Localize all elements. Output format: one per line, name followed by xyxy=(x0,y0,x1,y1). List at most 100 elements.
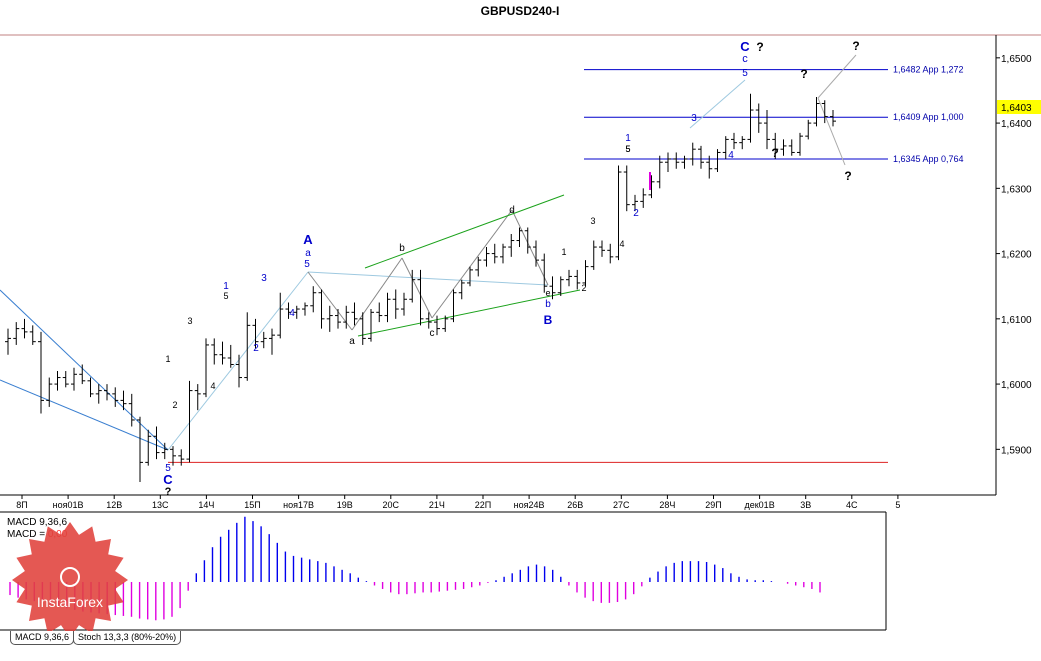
wave-label: ? xyxy=(771,146,778,160)
wave-connector xyxy=(167,271,309,451)
fibonacci-levels: 1,6482 App 1,272 1,6409 App 1,000 1,6345 A… xyxy=(168,65,964,463)
price-tick-label: 1,6200 xyxy=(1001,250,1032,261)
ohlc-bar xyxy=(681,155,688,169)
ohlc-bar xyxy=(475,256,482,277)
ohlc-bar xyxy=(607,243,614,264)
ohlc-bar xyxy=(434,315,440,336)
current-price-label: 1,6403 xyxy=(1001,103,1032,114)
ohlc-bar xyxy=(376,302,383,323)
indicator-tabs: MACD 9,36,6 Stoch 13,3,3 (80%-20%) xyxy=(10,631,182,645)
ohlc-bar xyxy=(615,165,622,261)
wave-label: 2 xyxy=(633,208,639,219)
ohlc-bar xyxy=(46,377,53,407)
time-tick-label: 19В xyxy=(337,500,353,510)
wave-label: 5 xyxy=(625,144,630,154)
ohlc-bar xyxy=(13,322,20,345)
tab-macd[interactable]: MACD 9,36,6 xyxy=(10,631,75,645)
ohlc-bar xyxy=(62,371,69,388)
wave-label: b xyxy=(545,299,551,310)
wave-connector xyxy=(351,257,403,331)
wave-label: C xyxy=(163,472,173,487)
wave-label: 1 xyxy=(625,133,631,144)
ohlc-bar xyxy=(384,292,391,323)
ohlc-bar xyxy=(71,367,77,391)
logo-badge xyxy=(12,522,128,638)
ohlc-bar xyxy=(755,103,762,133)
ohlc-bar xyxy=(79,364,86,385)
wave-connector xyxy=(401,257,433,319)
ohlc-bar xyxy=(491,243,498,264)
time-axis[interactable]: 8П ноя01В 12В 13С 14Ч 15П ноя17В 19В 20С 21Ч 22П но… xyxy=(16,495,900,510)
ohlc-bar xyxy=(128,393,135,427)
ohlc-bar xyxy=(409,269,416,303)
price-tick-label: 1,6000 xyxy=(1001,380,1032,391)
wave-label: ? xyxy=(800,67,807,81)
ohlc-bar xyxy=(673,152,680,169)
time-tick-label: 27С xyxy=(613,500,630,510)
trend-lines xyxy=(0,54,857,451)
wave-label: 5 xyxy=(304,259,310,270)
wave-label: 2 xyxy=(581,283,586,293)
wave-label: a xyxy=(349,336,355,347)
ohlc-bar xyxy=(656,155,663,189)
time-tick-label: 14Ч xyxy=(198,500,214,510)
ohlc-bar xyxy=(244,312,251,381)
ohlc-bar xyxy=(277,292,284,339)
ohlc-bar xyxy=(161,442,168,460)
time-tick-label: 29П xyxy=(705,500,721,510)
ohlc-bar xyxy=(29,325,36,345)
wave-label: 4 xyxy=(728,150,734,161)
ohlc-bar xyxy=(21,318,28,339)
ohlc-bar xyxy=(714,149,721,173)
ohlc-bar xyxy=(178,449,185,466)
tab-stoch[interactable]: Stoch 13,3,3 (80%-20%) xyxy=(73,631,182,645)
down-channel-lower xyxy=(0,379,169,451)
ohlc-bar xyxy=(722,136,729,159)
ohlc-bar xyxy=(689,142,696,166)
wave-label: 4 xyxy=(619,239,624,249)
wave-label: d xyxy=(509,205,515,216)
ohlc-bar xyxy=(797,132,803,156)
ohlc-bar xyxy=(236,354,242,388)
ohlc-bar xyxy=(302,302,308,316)
ohlc-bar xyxy=(5,328,11,355)
ohlc-bar xyxy=(739,136,746,150)
wave-connector xyxy=(431,209,513,319)
time-tick-label: 22П xyxy=(475,500,491,510)
chart-title: GBPUSD240-I xyxy=(481,4,560,18)
wave-label: 5 xyxy=(742,68,748,79)
ohlc-bar xyxy=(145,429,152,466)
ohlc-bar xyxy=(186,380,193,463)
time-tick-label: 5 xyxy=(895,500,900,510)
wave-label: a xyxy=(305,248,311,259)
time-tick-label: ноя24В xyxy=(514,500,545,510)
ohlc-bar xyxy=(417,269,424,326)
time-tick-label: 28Ч xyxy=(659,500,675,510)
macd-legend-title: MACD 9,36,6 xyxy=(7,517,67,528)
wave-label: 5 xyxy=(165,463,171,474)
ohlc-bar xyxy=(821,100,828,124)
level-label: 1,6409 App 1,000 xyxy=(893,112,964,122)
current-price-tag: 1,6403 xyxy=(997,100,1041,114)
price-tick-label: 1,5900 xyxy=(1001,445,1032,456)
ohlc-bar xyxy=(293,305,300,319)
ohlc-bar xyxy=(698,145,704,169)
ohlc-bar xyxy=(335,309,341,329)
wave-label: 2 xyxy=(253,343,259,354)
time-tick-label: 8П xyxy=(16,500,27,510)
price-bars xyxy=(5,93,836,482)
price-tick-label: 1,6400 xyxy=(1001,119,1032,130)
wave-label: 1 xyxy=(223,281,229,292)
ohlc-bar xyxy=(326,305,333,332)
time-tick-label: дек01В xyxy=(744,500,774,510)
down-channel-upper xyxy=(0,289,169,451)
ohlc-bar xyxy=(648,175,655,199)
price-axis[interactable]: 1,6500 1,6400 1,6300 1,6200 1,6100 1,6000 1,59… xyxy=(996,54,1032,456)
ohlc-bar xyxy=(442,315,449,332)
wave-label: b xyxy=(399,243,405,254)
ohlc-bar xyxy=(170,446,176,466)
wave-label: 1 xyxy=(165,354,170,364)
ohlc-bar xyxy=(211,338,218,365)
ohlc-bar xyxy=(458,279,465,300)
